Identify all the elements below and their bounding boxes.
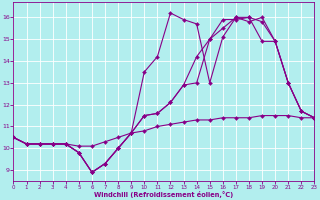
X-axis label: Windchill (Refroidissement éolien,°C): Windchill (Refroidissement éolien,°C) <box>94 191 234 198</box>
